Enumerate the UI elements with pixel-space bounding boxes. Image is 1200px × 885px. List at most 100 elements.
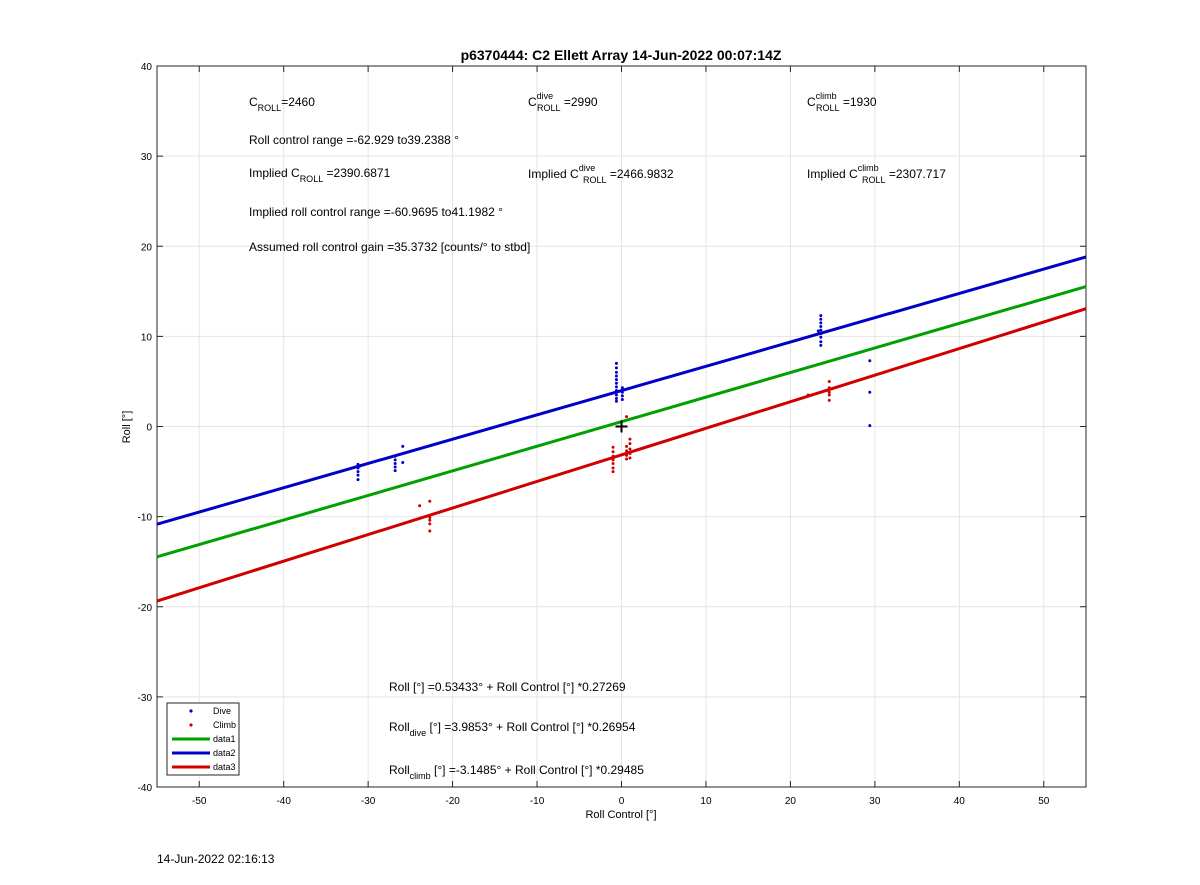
point-climb <box>827 386 831 390</box>
point-climb <box>827 379 831 383</box>
svg-text:data3: data3 <box>213 762 236 772</box>
point-climb <box>428 516 432 520</box>
point-dive <box>620 390 624 394</box>
x-tick-label: -30 <box>361 796 376 807</box>
point-climb <box>628 442 632 446</box>
c-roll-annotation: CROLL=2460 <box>249 95 315 113</box>
legend-item-dive: Dive <box>189 706 231 716</box>
x-axis-label: Roll Control [°] <box>585 809 656 821</box>
fit-equation-dive: Rolldive [°] =3.9853° + Roll Control [°]… <box>389 720 636 738</box>
point-climb <box>628 447 632 451</box>
point-climb <box>628 437 632 441</box>
y-axis-label: Roll [°] <box>121 411 133 444</box>
legend-item-data2: data2 <box>172 748 236 758</box>
point-climb <box>827 393 831 397</box>
implied-roll-range-text: Implied roll control range =-60.9695 to4… <box>249 205 503 219</box>
implied-c-roll-climb-annotation: Implied Cclimb ROLL =2307.717 <box>807 163 946 185</box>
point-dive <box>393 465 397 469</box>
svg-text:data2: data2 <box>213 748 236 758</box>
x-tick-label: 30 <box>869 796 881 807</box>
point-dive <box>356 473 360 477</box>
point-dive <box>614 388 618 392</box>
svg-text:Climb: Climb <box>213 720 236 730</box>
point-dive <box>819 343 823 347</box>
point-dive <box>614 399 618 403</box>
point-climb <box>418 504 422 508</box>
point-climb <box>625 415 629 419</box>
implied-c-roll-dive-annotation: Implied Cdive ROLL =2466.9832 <box>528 163 674 185</box>
point-dive <box>868 424 872 428</box>
legend[interactable]: Dive Climb data1 data2 data3 <box>166 702 240 776</box>
point-dive <box>819 324 823 328</box>
y-tick-label: 10 <box>141 332 153 343</box>
point-dive <box>401 461 405 465</box>
point-climb <box>428 529 432 533</box>
legend-item-data1: data1 <box>172 734 236 744</box>
c-roll-climb-annotation: Cclimb ROLL =1930 <box>807 91 877 113</box>
y-tick-label: -40 <box>138 783 153 794</box>
svg-text:Dive: Dive <box>213 706 231 716</box>
x-tick-label: -10 <box>530 796 545 807</box>
print-timestamp: 14-Jun-2022 02:16:13 <box>157 852 275 866</box>
axis-ticks: -50 -40 -30 -20 -10 0 10 20 30 40 50 -40 -30 -20 -10 0 1… <box>138 62 1086 807</box>
x-tick-label: -40 <box>276 796 291 807</box>
point-climb <box>625 457 629 461</box>
point-climb <box>611 450 615 454</box>
point-climb <box>611 461 615 465</box>
point-climb <box>428 522 432 526</box>
point-dive <box>393 458 397 462</box>
point-climb <box>625 449 629 453</box>
y-tick-label: -20 <box>138 603 153 614</box>
x-tick-label: 0 <box>619 796 625 807</box>
roll-control-range-text: Roll control range =-62.929 to39.2388 ° <box>249 133 459 147</box>
point-dive <box>819 340 823 344</box>
point-climb <box>806 393 810 397</box>
point-dive <box>614 370 618 374</box>
implied-c-roll-annotation: Implied CROLL =2390.6871 <box>249 166 391 184</box>
point-dive <box>614 397 618 401</box>
y-tick-label: -10 <box>138 513 153 524</box>
point-dive <box>614 378 618 382</box>
c-roll-dive-annotation: Cdive ROLL =2990 <box>528 91 598 113</box>
point-dive <box>614 381 618 385</box>
y-tick-label: 30 <box>141 152 153 163</box>
point-dive <box>819 321 823 325</box>
legend-item-data3: data3 <box>172 762 236 772</box>
point-climb <box>628 452 632 456</box>
point-dive <box>393 454 397 458</box>
point-dive <box>819 335 823 339</box>
x-tick-label: -20 <box>445 796 460 807</box>
point-dive <box>819 317 823 321</box>
point-dive <box>816 329 820 333</box>
x-tick-label: 50 <box>1038 796 1050 807</box>
x-tick-label: -50 <box>192 796 207 807</box>
point-dive <box>614 385 618 389</box>
point-climb <box>625 453 629 457</box>
point-climb <box>827 390 831 394</box>
point-climb <box>611 445 615 449</box>
y-tick-label: 40 <box>141 62 153 73</box>
point-dive <box>614 366 618 370</box>
point-dive <box>614 393 618 397</box>
legend-item-climb: Climb <box>189 720 236 730</box>
fit-equation-climb: Rollclimb [°] =-3.1485° + Roll Control [… <box>389 763 644 781</box>
point-climb <box>827 398 831 402</box>
assumed-gain-text: Assumed roll control gain =35.3732 [coun… <box>249 240 530 254</box>
point-dive <box>401 444 405 448</box>
point-dive <box>358 464 362 468</box>
fit-line-data3 <box>156 307 1087 603</box>
fit-line-data2 <box>156 255 1087 526</box>
y-tick-label: -30 <box>138 693 153 704</box>
point-dive <box>614 361 618 365</box>
svg-text:data1: data1 <box>213 734 236 744</box>
point-dive <box>819 314 823 318</box>
point-climb <box>611 470 615 474</box>
chart-title: p6370444: C2 Ellett Array 14-Jun-2022 00… <box>461 47 782 63</box>
x-tick-label: 40 <box>954 796 966 807</box>
point-climb <box>428 499 432 503</box>
point-dive <box>356 470 360 474</box>
y-tick-label: 20 <box>141 242 153 253</box>
y-tick-label: 0 <box>146 423 152 434</box>
point-dive <box>393 469 397 473</box>
point-climb <box>611 454 615 458</box>
